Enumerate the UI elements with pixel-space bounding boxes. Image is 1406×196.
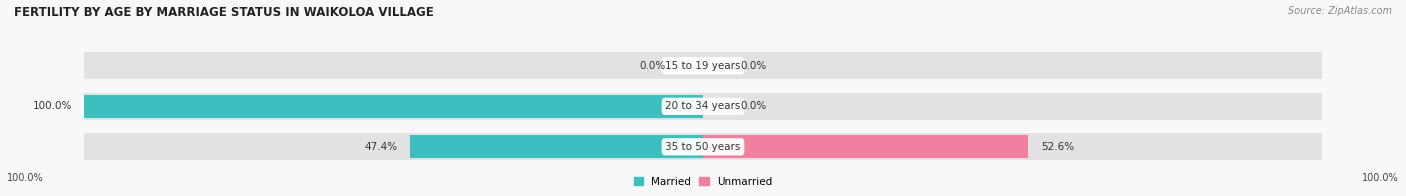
Bar (84, 95, 703, 118)
Text: 52.6%: 52.6% (1040, 142, 1074, 152)
Text: 100.0%: 100.0% (32, 101, 72, 111)
Text: Source: ZipAtlas.com: Source: ZipAtlas.com (1288, 6, 1392, 16)
Text: FERTILITY BY AGE BY MARRIAGE STATUS IN WAIKOLOA VILLAGE: FERTILITY BY AGE BY MARRIAGE STATUS IN W… (14, 6, 434, 19)
Legend: Married, Unmarried: Married, Unmarried (631, 175, 775, 189)
Bar (84, 93, 1322, 120)
Text: 15 to 19 years: 15 to 19 years (665, 61, 741, 71)
Text: 100.0%: 100.0% (7, 173, 44, 183)
Text: 20 to 34 years: 20 to 34 years (665, 101, 741, 111)
Text: 0.0%: 0.0% (740, 101, 766, 111)
Text: 0.0%: 0.0% (740, 61, 766, 71)
Text: 47.4%: 47.4% (364, 142, 398, 152)
Text: 100.0%: 100.0% (1362, 173, 1399, 183)
Bar (703, 135, 1028, 158)
Bar (84, 53, 1322, 79)
Bar (84, 133, 1322, 160)
Text: 35 to 50 years: 35 to 50 years (665, 142, 741, 152)
Text: 0.0%: 0.0% (640, 61, 666, 71)
Bar (409, 135, 703, 158)
